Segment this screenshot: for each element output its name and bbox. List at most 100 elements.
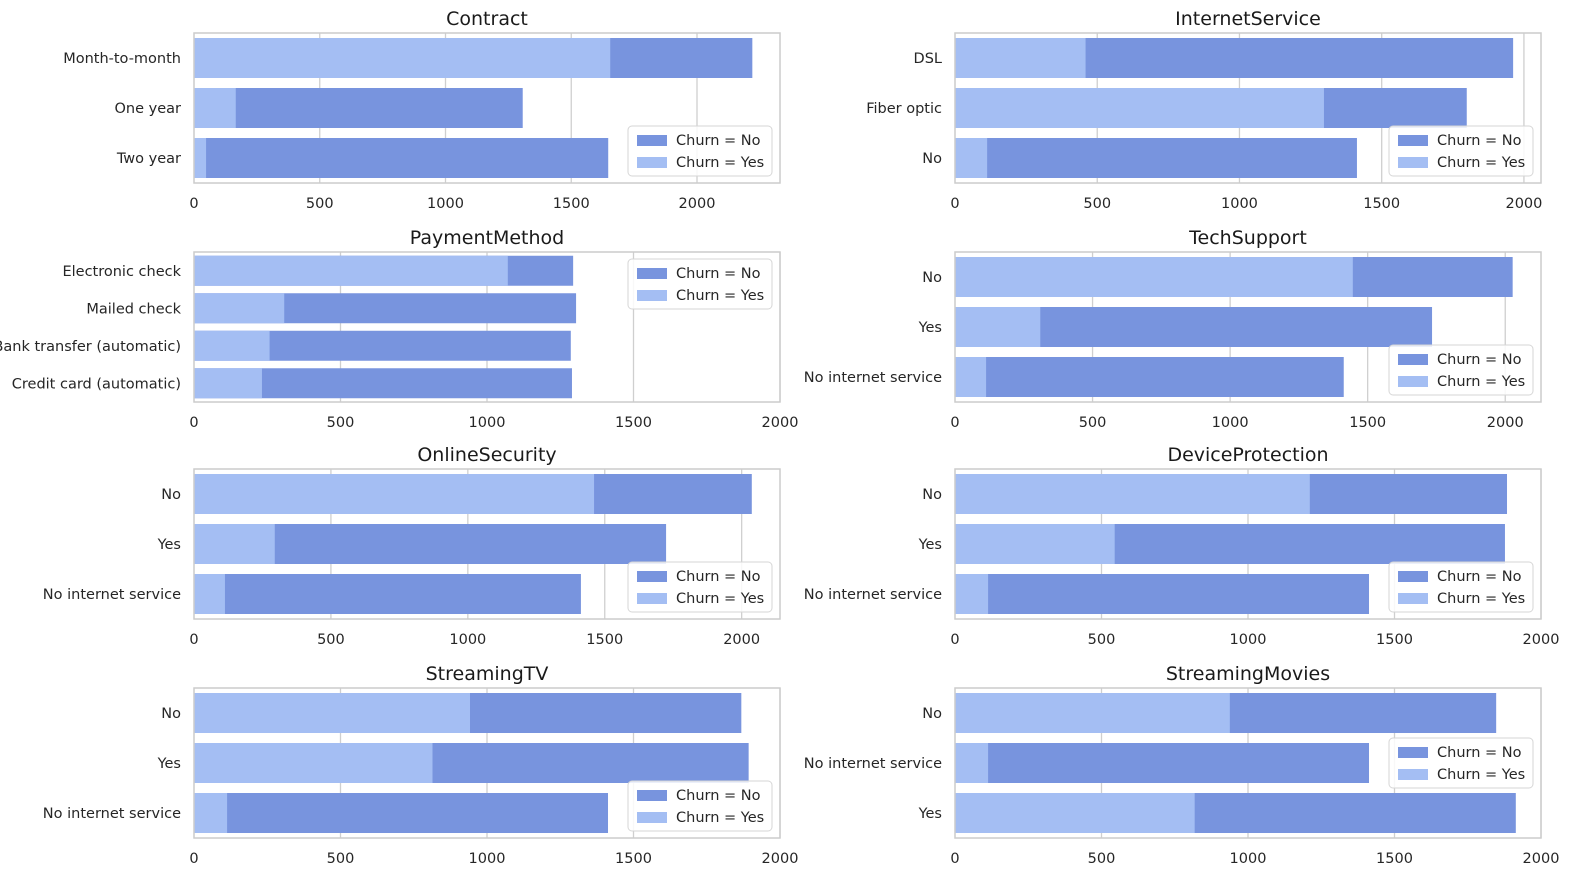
x-tick-label: 1500 [553, 196, 590, 212]
bar-churn-yes [955, 793, 1195, 833]
bar-churn-yes [194, 330, 270, 361]
legend-swatch-yes [1398, 376, 1428, 387]
x-tick-label: 500 [306, 196, 334, 212]
legend-swatch-no [1398, 571, 1428, 582]
category-label: No internet service [43, 587, 181, 603]
bar-churn-yes [194, 138, 207, 178]
category-label: Yes [918, 320, 942, 336]
category-label: One year [115, 101, 182, 117]
axes-frame [193, 251, 781, 403]
panel-title: DeviceProtection [1167, 444, 1328, 466]
legend: Churn = No Churn = Yes [627, 780, 773, 832]
legend-swatch-yes [637, 812, 667, 823]
x-tick-label: 0 [189, 415, 198, 431]
x-tick-label: 0 [950, 415, 959, 431]
axes-frame [193, 32, 781, 184]
bar-churn-yes [194, 524, 275, 564]
x-tick-label: 0 [189, 632, 198, 648]
category-label: No [161, 706, 181, 722]
x-tick-label: 1500 [1349, 415, 1386, 431]
x-tick-label: 500 [1088, 632, 1116, 648]
x-tick-label: 0 [189, 196, 198, 212]
category-label: Yes [157, 756, 181, 772]
bar-churn-yes [955, 574, 989, 614]
legend-swatch-no [1398, 747, 1428, 758]
x-tick-label: 1000 [469, 415, 506, 431]
legend: Churn = No Churn = Yes [1388, 344, 1534, 396]
bar-churn-yes [955, 474, 1310, 514]
bar-churn-yes [194, 743, 433, 783]
bar-churn-no [194, 88, 523, 128]
axes-frame [954, 687, 1542, 839]
panel-title: OnlineSecurity [417, 444, 556, 466]
legend-label: Churn = Yes [1437, 155, 1525, 171]
category-label: Fiber optic [866, 101, 942, 117]
x-tick-label: 1000 [427, 196, 464, 212]
category-label: No [922, 487, 942, 503]
panel-title: InternetService [1175, 8, 1321, 30]
bar-churn-yes [194, 255, 508, 286]
bar-churn-yes [194, 293, 285, 324]
bar-churn-no [955, 138, 1357, 178]
legend: Churn = No Churn = Yes [627, 125, 773, 177]
x-tick-label: 1000 [1212, 415, 1249, 431]
panel-streamingmovies: StreamingMovies No No internet service Yes 0… [804, 663, 1560, 867]
x-tick-label: 500 [1088, 851, 1116, 867]
legend-swatch-yes [637, 157, 667, 168]
panel-deviceprotection: DeviceProtection No Yes No internet service… [804, 444, 1560, 648]
category-label: No internet service [804, 587, 942, 603]
bar-churn-yes [955, 38, 1086, 78]
x-tick-label: 1500 [615, 851, 652, 867]
x-tick-label: 2000 [1505, 196, 1542, 212]
legend: Churn = No Churn = Yes [1388, 125, 1534, 177]
x-tick-label: 2000 [762, 851, 799, 867]
x-tick-label: 0 [950, 632, 959, 648]
panel-title: TechSupport [1188, 227, 1307, 249]
bar-churn-yes [955, 357, 987, 397]
category-label: DSL [914, 51, 942, 67]
x-tick-label: 2000 [723, 632, 760, 648]
bar-churn-no [194, 793, 609, 833]
legend-label: Churn = Yes [1437, 374, 1525, 390]
legend-swatch-yes [637, 593, 667, 604]
legend-label: Churn = Yes [676, 288, 764, 304]
bar-churn-yes [194, 693, 471, 733]
category-label: No [922, 706, 942, 722]
category-label: Bank transfer (automatic) [0, 339, 181, 355]
legend-swatch-no [637, 135, 667, 146]
legend-label: Churn = Yes [1437, 591, 1525, 607]
bar-churn-no [955, 574, 1370, 614]
legend-label: Churn = No [676, 788, 761, 804]
x-tick-label: 0 [950, 851, 959, 867]
bar-churn-yes [955, 307, 1041, 347]
legend-label: Churn = Yes [676, 591, 764, 607]
legend-label: Churn = No [1437, 352, 1522, 368]
x-tick-label: 1000 [1230, 851, 1267, 867]
legend-swatch-no [637, 268, 667, 279]
x-tick-label: 1500 [1363, 196, 1400, 212]
category-label: Yes [918, 537, 942, 553]
panel-techsupport: TechSupport No Yes No internet service 0 500 1… [804, 227, 1542, 431]
legend-label: Churn = No [1437, 569, 1522, 585]
legend-label: Churn = Yes [676, 155, 764, 171]
panel-internetservice: InternetService DSL Fiber optic No 0 500 1000 1… [866, 8, 1542, 212]
legend: Churn = No Churn = Yes [1388, 561, 1534, 613]
bar-churn-no [194, 138, 609, 178]
legend-label: Churn = Yes [1437, 767, 1525, 783]
bar-churn-yes [955, 743, 989, 783]
bar-churn-yes [194, 793, 228, 833]
category-label: No [161, 487, 181, 503]
x-tick-label: 500 [317, 632, 345, 648]
bar-churn-no [194, 574, 581, 614]
legend-swatch-yes [1398, 157, 1428, 168]
category-label: Electronic check [62, 264, 181, 280]
legend-label: Churn = No [676, 266, 761, 282]
x-tick-label: 1000 [469, 851, 506, 867]
legend-swatch-yes [637, 290, 667, 301]
bar-churn-yes [194, 88, 236, 128]
x-tick-label: 500 [1079, 415, 1107, 431]
panel-title: StreamingMovies [1166, 663, 1330, 685]
category-label: No internet service [43, 806, 181, 822]
x-tick-label: 0 [189, 851, 198, 867]
category-label: No [922, 151, 942, 167]
